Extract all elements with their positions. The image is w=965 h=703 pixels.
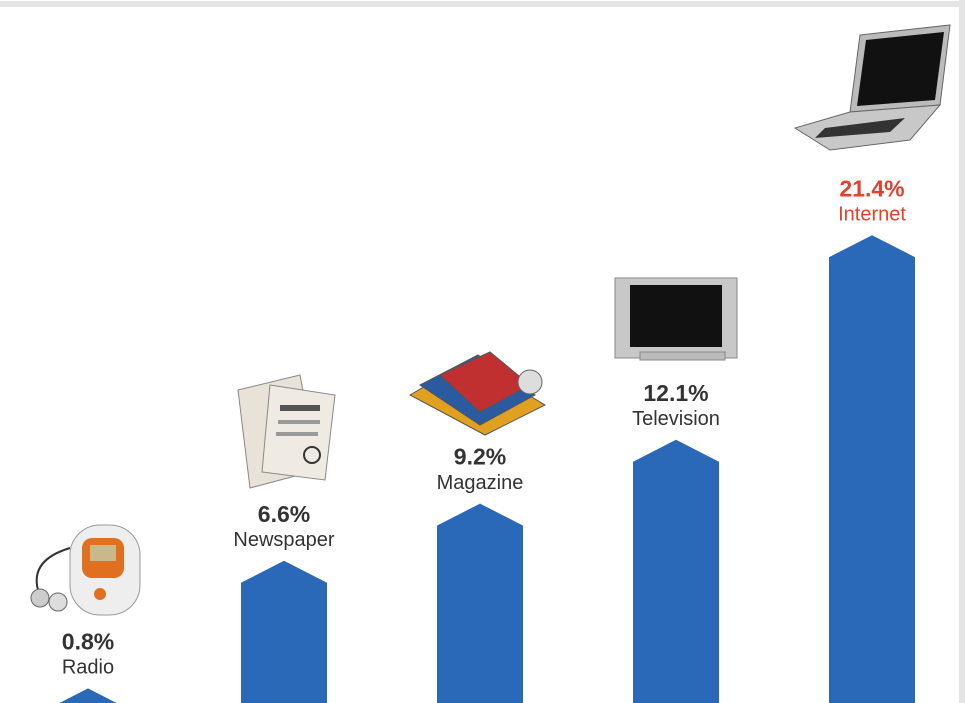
value-label: 21.4% — [839, 175, 904, 201]
newspaper-icon — [237, 374, 336, 489]
bar — [59, 688, 117, 703]
value-label: 12.1% — [643, 380, 708, 406]
category-label: Magazine — [437, 472, 524, 494]
television-icon — [614, 277, 738, 361]
category-label: Internet — [838, 203, 906, 225]
magazine-icon — [408, 351, 547, 436]
bar — [829, 235, 915, 703]
value-label: 0.8% — [62, 628, 114, 654]
laptop-icon — [793, 24, 951, 151]
bar — [633, 439, 719, 703]
value-label: 6.6% — [258, 501, 310, 527]
category-label: Newspaper — [233, 529, 335, 551]
radio-icon — [30, 524, 141, 616]
category-label: Radio — [62, 657, 114, 679]
category-label: Television — [632, 408, 720, 430]
value-label: 9.2% — [454, 444, 506, 470]
bar — [437, 503, 523, 703]
bar — [241, 560, 327, 703]
